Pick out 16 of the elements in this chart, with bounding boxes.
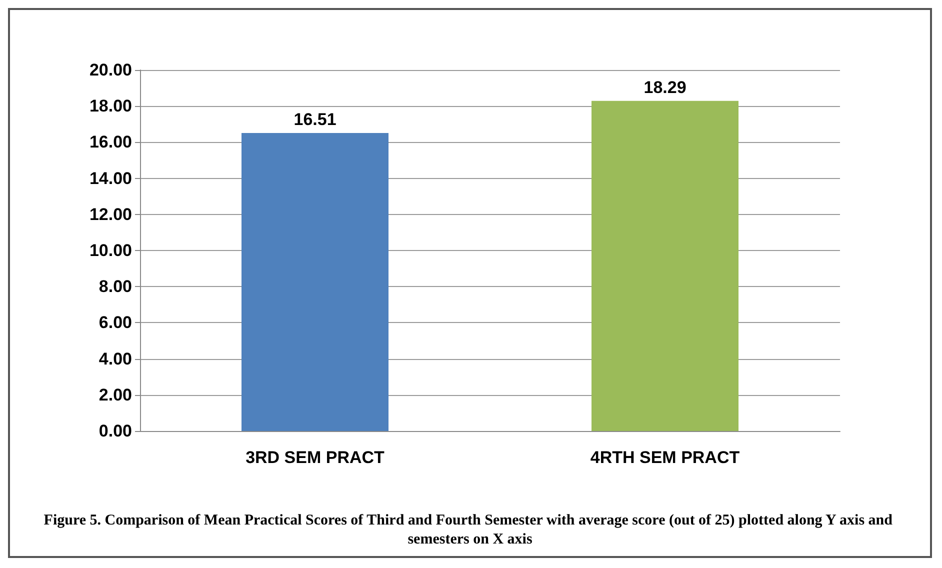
y-tick-label: 4.00 (98, 349, 132, 368)
data-label: 18.29 (644, 78, 686, 97)
y-tick-label: 14.00 (89, 168, 132, 188)
y-tick-label: 20.00 (89, 60, 132, 80)
y-tick-label: 0.00 (98, 422, 132, 440)
y-tick-label: 18.00 (89, 96, 132, 116)
data-label: 16.51 (294, 110, 336, 129)
x-tick-label: 3RD SEM PRACT (246, 448, 386, 467)
y-tick-label: 2.00 (98, 385, 132, 404)
y-tick-label: 12.00 (89, 204, 132, 224)
y-tick-label: 16.00 (89, 132, 132, 152)
y-tick-label: 10.00 (89, 241, 132, 260)
x-tick-label: 4RTH SEM PRACT (590, 448, 740, 467)
y-tick-label: 6.00 (98, 313, 132, 332)
caption: Figure 5. Comparison of Mean Practical Scores of Third and Fourth Semester with average score (out of 25) plotted along Y axis and semesters on X axis (44, 512, 896, 548)
y-tick-label: 8.00 (98, 277, 132, 296)
